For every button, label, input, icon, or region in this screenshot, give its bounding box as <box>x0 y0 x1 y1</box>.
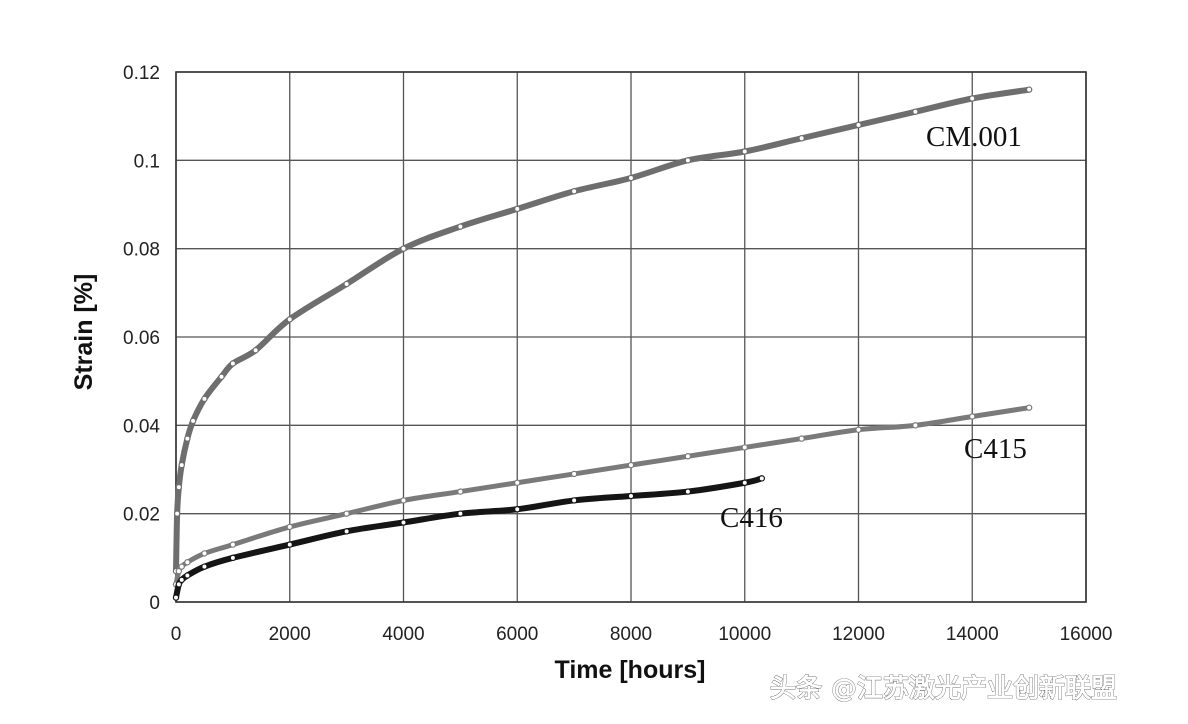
x-tick-label: 0 <box>171 624 182 645</box>
data-point <box>400 519 407 526</box>
y-tick-label: 0.06 <box>123 328 160 349</box>
data-point <box>201 563 208 570</box>
y-axis-title: Strain [%] <box>70 274 98 391</box>
data-point <box>175 581 183 588</box>
data-point <box>175 483 183 491</box>
data-point <box>514 506 521 513</box>
data-point <box>684 157 692 164</box>
data-point <box>969 95 976 102</box>
data-point <box>741 479 748 486</box>
data-point <box>1025 86 1033 93</box>
data-point <box>855 121 862 129</box>
tick-labels: 0 2000 4000 6000 8000 10000 12000 14000 16000 0 0.… <box>123 63 1112 645</box>
data-point <box>627 174 635 182</box>
data-point <box>1025 404 1033 411</box>
data-point <box>252 347 259 354</box>
data-point <box>912 422 919 429</box>
data-point <box>175 567 183 575</box>
data-point <box>201 550 208 557</box>
data-point <box>798 135 805 142</box>
data-point <box>627 461 635 469</box>
data-point <box>570 188 578 195</box>
y-tick-label: 0.1 <box>134 151 160 172</box>
x-tick-label: 10000 <box>718 624 771 645</box>
x-tick-label: 4000 <box>382 624 424 645</box>
data-point <box>400 497 407 504</box>
data-point <box>286 541 293 548</box>
y-tick-label: 0.02 <box>123 505 160 526</box>
data-point <box>741 148 748 155</box>
data-point <box>172 594 180 601</box>
x-axis-title: Time [hours] <box>555 656 706 684</box>
data-point <box>684 453 692 460</box>
data-point <box>286 316 293 323</box>
data-point <box>178 563 185 570</box>
data-point <box>343 528 350 535</box>
data-point <box>684 488 692 495</box>
data-point <box>178 461 185 469</box>
data-point <box>184 559 191 566</box>
x-tick-label: 14000 <box>946 624 999 645</box>
x-tick-label: 8000 <box>610 624 652 645</box>
data-point <box>514 479 521 486</box>
y-tick-label: 0.12 <box>123 63 160 84</box>
series-cm001 <box>172 86 1033 575</box>
data-point <box>229 554 237 562</box>
data-point <box>627 492 635 500</box>
y-tick-label: 0 <box>149 593 160 614</box>
series-c416 <box>172 475 766 601</box>
data-point <box>798 435 805 442</box>
series-label-cm001: CM.001 <box>926 121 1022 153</box>
series-layer <box>172 86 1033 601</box>
data-point <box>400 245 407 252</box>
data-point <box>457 488 464 495</box>
y-tick-label: 0.04 <box>123 416 160 437</box>
data-point <box>570 497 578 504</box>
data-point <box>229 541 237 548</box>
plot-frame <box>175 71 1087 603</box>
data-point <box>218 373 225 380</box>
x-tick-label: 6000 <box>496 624 538 645</box>
data-point <box>514 205 521 213</box>
data-point <box>758 475 766 482</box>
grid-lines <box>175 71 1087 603</box>
data-point <box>173 510 181 517</box>
data-point <box>570 470 578 478</box>
x-tick-label: 2000 <box>269 624 311 645</box>
data-point <box>457 510 464 517</box>
data-point <box>286 523 293 531</box>
data-point <box>457 223 464 230</box>
x-tick-label: 12000 <box>832 624 885 645</box>
watermark-text: 头条 @江苏激光产业创新联盟 <box>770 673 1117 704</box>
data-point <box>343 510 350 517</box>
series-label-c416: C416 <box>720 502 783 534</box>
data-point <box>229 360 237 367</box>
data-point <box>741 444 748 451</box>
data-point <box>912 108 919 115</box>
series-label-c415: C415 <box>964 433 1027 465</box>
data-point <box>855 426 862 433</box>
data-point <box>184 572 191 579</box>
data-point <box>969 413 976 420</box>
x-tick-label: 16000 <box>1060 624 1113 645</box>
data-point <box>184 435 191 442</box>
data-point <box>343 280 350 288</box>
series-c415 <box>172 404 1033 588</box>
data-point <box>201 395 208 403</box>
data-point <box>178 576 185 584</box>
y-tick-label: 0.08 <box>123 240 160 261</box>
data-point <box>189 417 197 425</box>
